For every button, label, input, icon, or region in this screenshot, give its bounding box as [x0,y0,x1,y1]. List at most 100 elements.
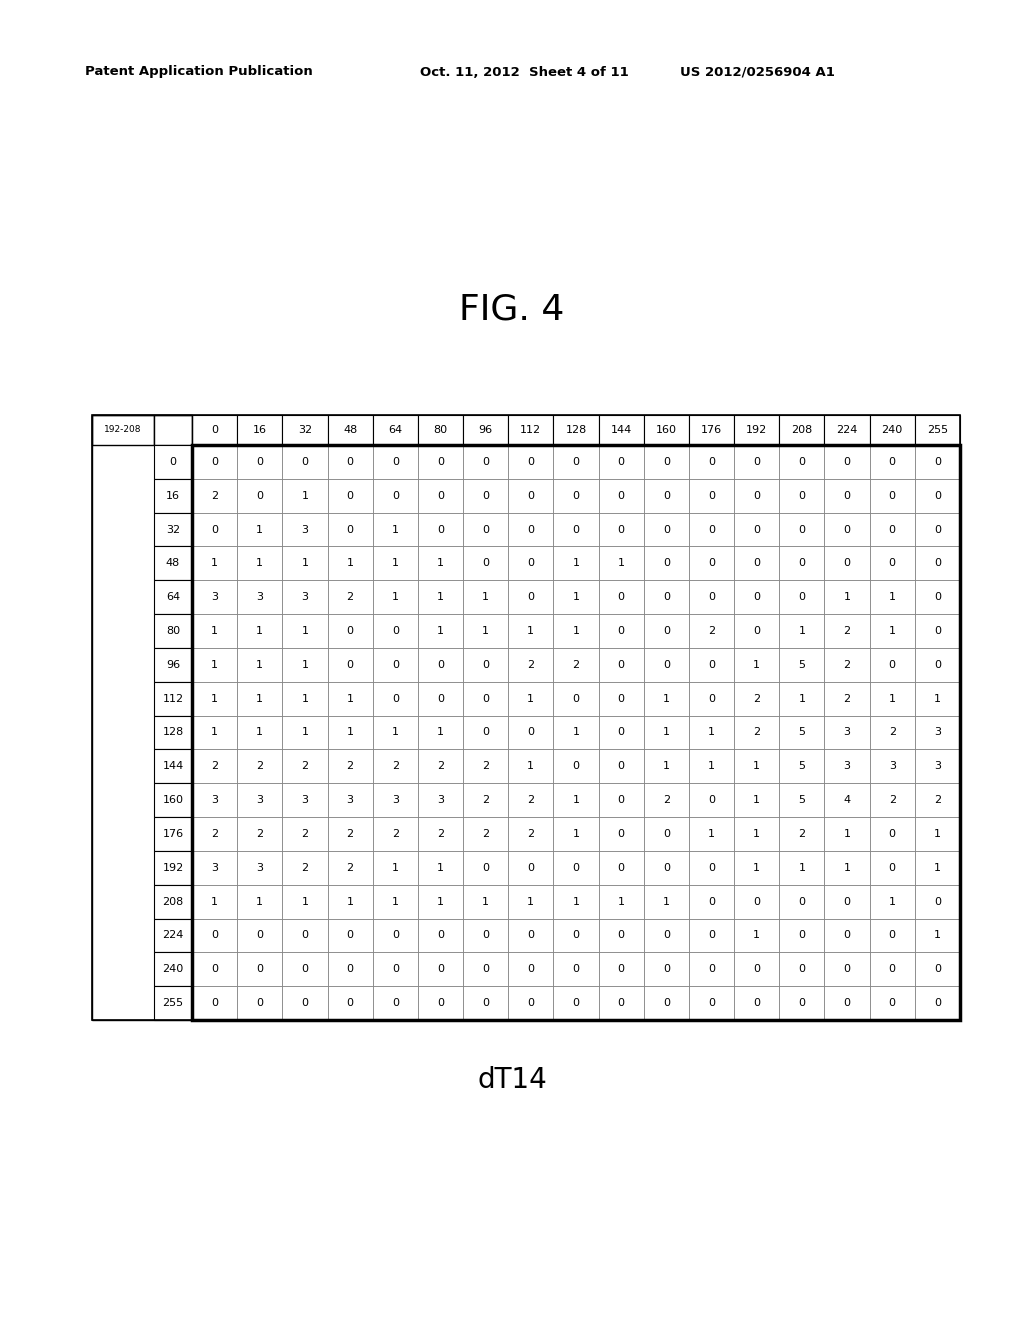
Bar [193,581,238,614]
Text: 1: 1 [844,593,851,602]
Bar [508,851,553,884]
Bar [418,919,463,952]
Bar [644,546,689,581]
Bar [824,512,869,546]
Text: 192: 192 [163,863,183,873]
Bar [689,952,734,986]
Bar [238,986,283,1020]
Text: 0: 0 [708,965,715,974]
Bar [734,986,779,1020]
Text: 2: 2 [527,660,535,669]
Bar [418,648,463,681]
Bar [869,783,914,817]
Text: 0: 0 [572,965,580,974]
Bar [508,414,553,445]
Text: 1: 1 [437,896,444,907]
Bar [328,546,373,581]
Bar [779,783,824,817]
Text: 240: 240 [163,965,183,974]
Text: 0: 0 [708,558,715,569]
Bar [373,414,418,445]
Text: 1: 1 [437,593,444,602]
Text: 0: 0 [889,524,896,535]
Text: 255: 255 [927,425,948,436]
Bar [193,919,238,952]
Text: 3: 3 [211,863,218,873]
Bar [734,783,779,817]
Text: 0: 0 [934,558,941,569]
Text: 0: 0 [663,593,670,602]
Bar [463,986,508,1020]
Text: 0: 0 [934,896,941,907]
Bar [238,817,283,851]
Text: 1: 1 [572,896,580,907]
Text: 0: 0 [170,457,176,467]
Bar [463,817,508,851]
Text: 0: 0 [708,998,715,1008]
Bar [869,986,914,1020]
Text: 224: 224 [837,425,858,436]
Bar [553,783,599,817]
Text: 160: 160 [163,795,183,805]
Text: 1: 1 [211,626,218,636]
Bar [553,851,599,884]
Text: 0: 0 [346,491,353,500]
Text: 0: 0 [572,998,580,1008]
Text: 32: 32 [166,524,180,535]
Bar [644,648,689,681]
Text: 1: 1 [482,626,489,636]
Bar [373,614,418,648]
Bar [824,445,869,479]
Bar [689,851,734,884]
Bar [779,546,824,581]
Text: 0: 0 [889,931,896,940]
Text: 2: 2 [799,829,806,840]
Bar [689,445,734,479]
Text: 2: 2 [844,660,851,669]
Bar [553,512,599,546]
Text: 1: 1 [572,558,580,569]
Bar [734,648,779,681]
Bar [154,414,193,445]
Text: 112: 112 [163,694,183,704]
Text: 0: 0 [346,457,353,467]
Text: 1: 1 [663,762,670,771]
Bar [553,952,599,986]
Text: 5: 5 [799,795,806,805]
Text: 0: 0 [799,965,806,974]
Text: 0: 0 [572,524,580,535]
Text: 0: 0 [754,491,760,500]
Bar [824,648,869,681]
Text: 0: 0 [663,524,670,535]
Bar [689,919,734,952]
Text: 2: 2 [437,829,444,840]
Text: 0: 0 [708,931,715,940]
Text: 1: 1 [754,829,760,840]
Bar [644,581,689,614]
Bar [779,681,824,715]
Text: 0: 0 [572,457,580,467]
Text: 0: 0 [889,457,896,467]
Bar [373,445,418,479]
Bar [508,750,553,783]
Bar [914,445,961,479]
Bar [238,884,283,919]
Bar [644,783,689,817]
Bar [193,614,238,648]
Bar [644,750,689,783]
Text: 0: 0 [617,457,625,467]
Bar [283,783,328,817]
Text: 3: 3 [211,795,218,805]
Bar [553,414,599,445]
Bar [689,414,734,445]
Text: 0: 0 [844,896,851,907]
Bar [283,715,328,750]
Text: 2: 2 [934,795,941,805]
Bar [824,479,869,512]
Bar [154,986,193,1020]
Bar [154,783,193,817]
Text: 48: 48 [166,558,180,569]
Text: 1: 1 [572,727,580,738]
Bar [914,851,961,884]
Text: 1: 1 [211,660,218,669]
